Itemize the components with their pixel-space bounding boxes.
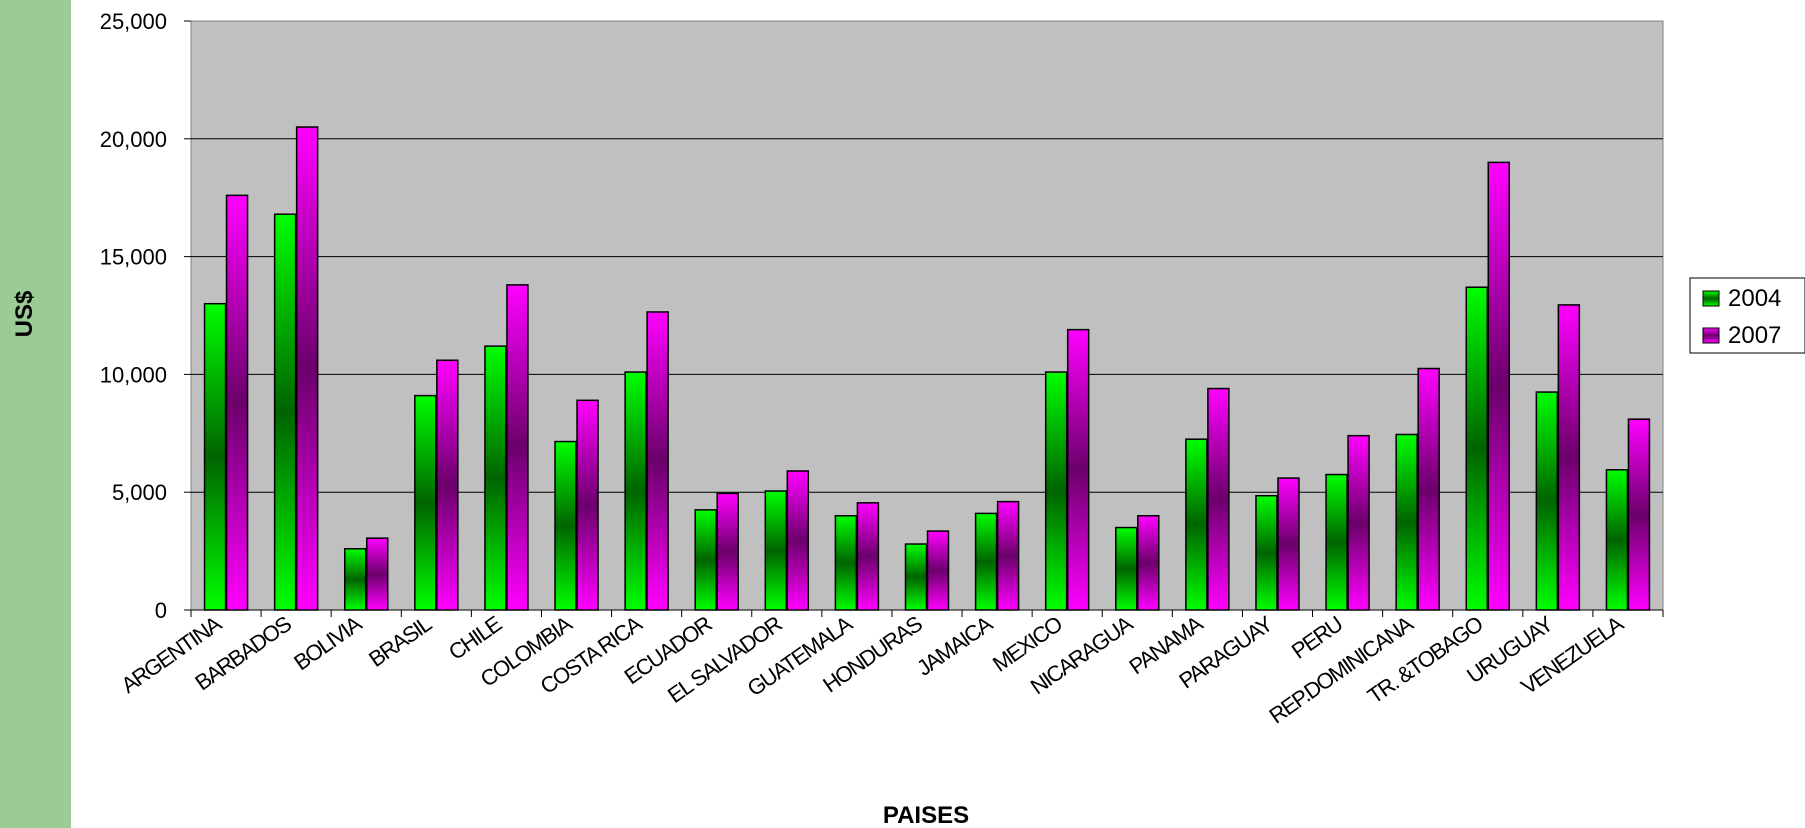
x-axis-title: PAISES (883, 802, 969, 828)
bar-2004-paraguay (1255, 494, 1278, 611)
bar-2007-barbados (295, 126, 319, 611)
bar-2007-mexico (1066, 328, 1090, 611)
bar-2004-venezuela (1605, 469, 1629, 611)
side-strip (0, 0, 71, 828)
bar-2007-nicaragua (1137, 515, 1160, 611)
legend: 2004 2007 (1689, 277, 1805, 354)
bar-2007-rep-dominicana (1417, 367, 1440, 611)
bar-2004-peru (1325, 473, 1348, 611)
bar-2007-chile (506, 284, 529, 611)
legend-label-2004: 2004 (1728, 285, 1781, 312)
bar-2004-colombia (554, 440, 577, 611)
bar-2004-tr-tobago (1465, 286, 1489, 611)
bar-2004-honduras (904, 543, 928, 611)
x-category-label: JAMAICA (912, 611, 997, 681)
legend-label-2007: 2007 (1728, 322, 1781, 349)
bar-2004-chile (484, 345, 507, 611)
bar-2004-jamaica (974, 512, 998, 611)
bar-2004-el-salvador (764, 490, 788, 611)
x-category-label: BOLIVIA (289, 611, 366, 676)
bar-2004-argentina (203, 302, 227, 611)
bar-2007-brasil (436, 359, 459, 611)
bar-2007-uruguay (1557, 304, 1581, 611)
x-category-label: BRASIL (364, 611, 436, 672)
bar-2007-panama (1207, 387, 1230, 611)
bar-2004-nicaragua (1115, 526, 1138, 611)
bar-2004-guatemala (834, 515, 858, 611)
y-tick-label: 10,000 (100, 362, 167, 387)
y-axis-ticks: 0 5,000 10,000 15,000 20,000 25,000 (100, 9, 191, 623)
plot-area (190, 20, 1664, 611)
x-axis (190, 609, 1664, 617)
bar-2004-uruguay (1535, 391, 1559, 611)
bar-2007-paraguay (1277, 477, 1300, 611)
bar-2007-tr-tobago (1487, 161, 1511, 611)
legend-swatch-2007 (1702, 327, 1720, 344)
y-axis-title: US$ (11, 290, 38, 337)
bar-2004-ecuador (694, 509, 717, 611)
bar-2004-costa-rica (624, 371, 647, 611)
bar-2007-jamaica (996, 500, 1020, 611)
bar-2004-mexico (1044, 371, 1068, 611)
y-tick-label: 5,000 (112, 480, 167, 505)
bar-2004-brasil (414, 394, 437, 611)
bar-2007-guatemala (856, 502, 880, 611)
bar-2004-rep-dominicana (1395, 433, 1418, 611)
bar-2007-costa-rica (646, 311, 669, 611)
bar-2004-barbados (273, 213, 297, 611)
y-tick-label: 15,000 (100, 245, 167, 270)
bar-2007-venezuela (1627, 418, 1651, 611)
bar-2007-argentina (225, 194, 249, 611)
legend-swatch-2004 (1702, 290, 1720, 307)
y-tick-label: 0 (155, 598, 167, 623)
bar-2004-panama (1185, 438, 1208, 611)
bar-2007-colombia (576, 399, 599, 611)
y-tick-label: 20,000 (100, 127, 167, 152)
bar-2007-peru (1347, 434, 1370, 611)
bar-2007-el-salvador (786, 470, 810, 611)
y-tick-label: 25,000 (100, 9, 167, 34)
bar-2007-ecuador (716, 492, 739, 611)
bar-2007-honduras (926, 530, 950, 611)
bar-2007-bolivia (365, 537, 389, 611)
bars (203, 126, 1651, 611)
bar-2004-bolivia (343, 547, 367, 611)
